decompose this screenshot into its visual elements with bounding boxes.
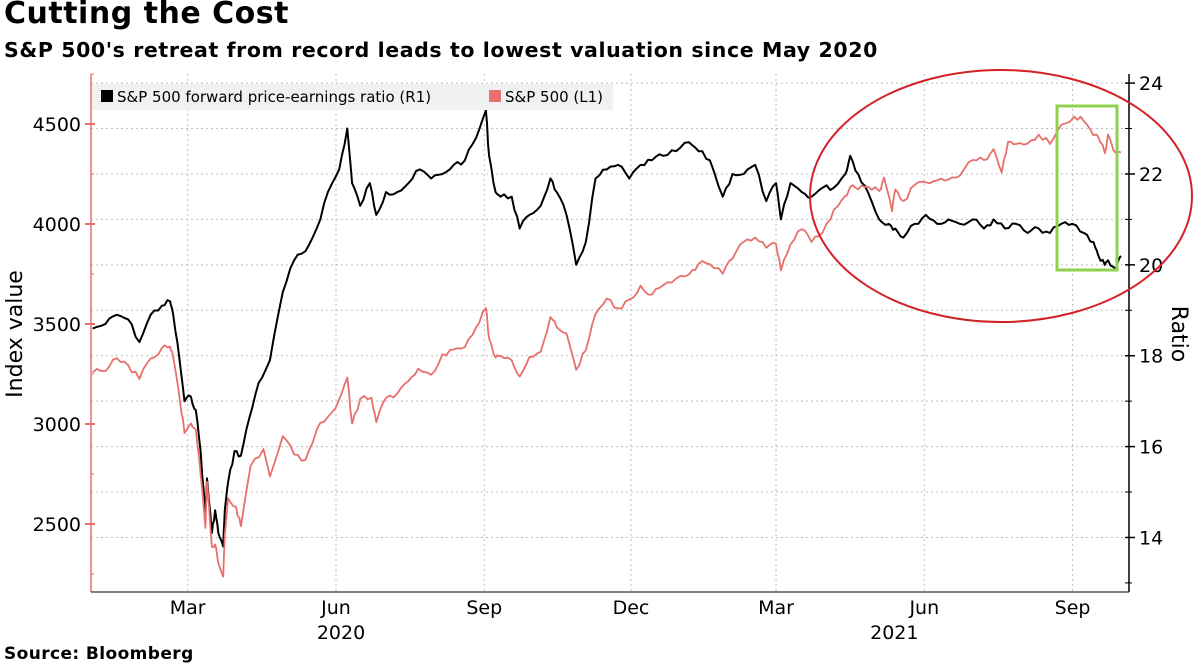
chart-title: Cutting the Cost (4, 0, 289, 31)
series-line-pe (92, 109, 1122, 548)
legend-background (92, 84, 613, 110)
axes: Mar Jun Sep Dec Mar Jun Sep 2020 2021 2500 3000 350… (33, 73, 1164, 644)
left-tick-label: 4500 (33, 114, 81, 136)
legend-swatch-spx (489, 90, 501, 102)
legend-swatch-pe (101, 90, 113, 102)
x-year-label: 2021 (870, 622, 918, 644)
highlight-ellipse (809, 69, 1193, 323)
left-tick-label: 3500 (33, 314, 81, 336)
grid-lines (91, 74, 1129, 592)
x-year-label: 2020 (317, 622, 365, 644)
x-tick-label: Dec (613, 597, 650, 619)
left-axis-label: Index value (3, 270, 28, 398)
legend-label-spx: S&P 500 (L1) (505, 88, 603, 106)
x-tick-label: Mar (758, 597, 794, 619)
right-tick-label: 24 (1139, 73, 1163, 95)
left-tick-label: 4000 (33, 214, 81, 236)
chart-subtitle: S&P 500's retreat from record leads to l… (4, 38, 878, 62)
x-tick-label: Mar (170, 597, 206, 619)
source-note: Source: Bloomberg (4, 644, 194, 664)
right-tick-label: 20 (1139, 255, 1163, 277)
legend-label-pe: S&P 500 forward price-earnings ratio (R1… (117, 88, 431, 106)
right-tick-label: 22 (1139, 164, 1163, 186)
left-tick-label: 2500 (33, 514, 81, 536)
annotations (809, 69, 1193, 323)
legend: S&P 500 forward price-earnings ratio (R1… (92, 84, 613, 110)
right-tick-label: 18 (1139, 346, 1163, 368)
x-tick-label: Jun (320, 597, 351, 619)
right-tick-label: 16 (1139, 437, 1163, 459)
series-line-spx (92, 115, 1122, 578)
highlight-box (1055, 104, 1119, 272)
right-axis-label: Ratio (1166, 306, 1191, 362)
x-tick-label: Jun (908, 597, 939, 619)
right-tick-label: 14 (1139, 527, 1163, 549)
x-tick-label: Sep (1055, 597, 1091, 619)
series-lines (92, 109, 1122, 578)
left-tick-label: 3000 (33, 414, 81, 436)
x-tick-label: Sep (466, 597, 502, 619)
